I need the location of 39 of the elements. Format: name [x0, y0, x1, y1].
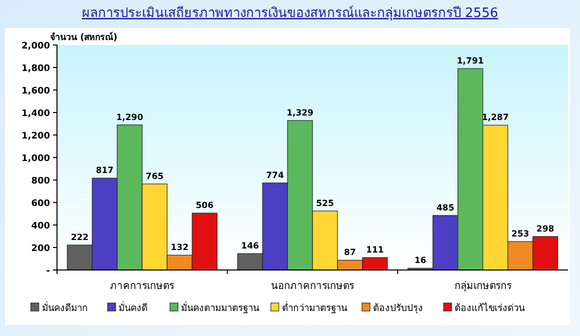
data-label: 506: [196, 201, 214, 212]
data-label: 817: [96, 166, 114, 176]
data-label: 298: [536, 224, 554, 234]
data-label: 87: [344, 248, 356, 258]
x-tick-label: ภาคการเกษตร: [110, 281, 176, 292]
legend-label: มั่นคงดี: [118, 301, 148, 314]
y-tick-label: 1,400: [22, 109, 50, 119]
y-tick-label: 1,800: [22, 64, 50, 74]
data-label: 485: [436, 203, 454, 214]
data-label: 765: [146, 172, 164, 182]
data-label: 1,290: [116, 112, 144, 123]
data-label: 222: [70, 233, 89, 244]
legend-label: มั่นคงดีมาก: [42, 301, 88, 314]
legend-label: มั่นคงตามมาตรฐาน: [181, 301, 260, 314]
chart-title: ผลการประเมินเสถียรภาพทางการเงินของสหกรณ์และกลุ่มเกษตรกรปี 2556: [82, 5, 498, 21]
y-axis-title: จำนวน (สหกรณ์): [50, 31, 118, 43]
data-label: 111: [366, 246, 384, 256]
y-tick-label: -: [46, 266, 50, 276]
data-label: 146: [241, 242, 259, 252]
legend-label: ต้องปรับปรุง: [373, 303, 423, 314]
data-label: 525: [316, 198, 334, 209]
data-label: 1,791: [456, 56, 484, 67]
data-label: 774: [266, 170, 284, 181]
data-label: 253: [511, 230, 530, 240]
legend-label: ต่ำกว่ามาตรฐาน: [282, 301, 348, 314]
y-tick-label: 800: [31, 176, 50, 186]
data-label: 1,329: [286, 108, 314, 118]
legend-label: ต้องแก้ไขเร่งด่วน: [454, 302, 526, 314]
y-tick-label: 1,000: [22, 154, 50, 164]
data-label: 132: [170, 243, 189, 254]
y-tick-label: 200: [31, 244, 50, 254]
x-tick-label: นอกภาคการเกษตร: [271, 281, 355, 292]
y-tick-label: 1,600: [22, 86, 50, 96]
y-tick-label: 2,000: [22, 42, 50, 52]
y-tick-label: 600: [31, 199, 50, 209]
data-label: 16: [414, 256, 426, 266]
x-tick-label: กลุ่มเกษตรกร: [454, 281, 512, 292]
y-tick-label: 1,200: [22, 132, 50, 142]
y-tick-label: 400: [31, 222, 50, 232]
